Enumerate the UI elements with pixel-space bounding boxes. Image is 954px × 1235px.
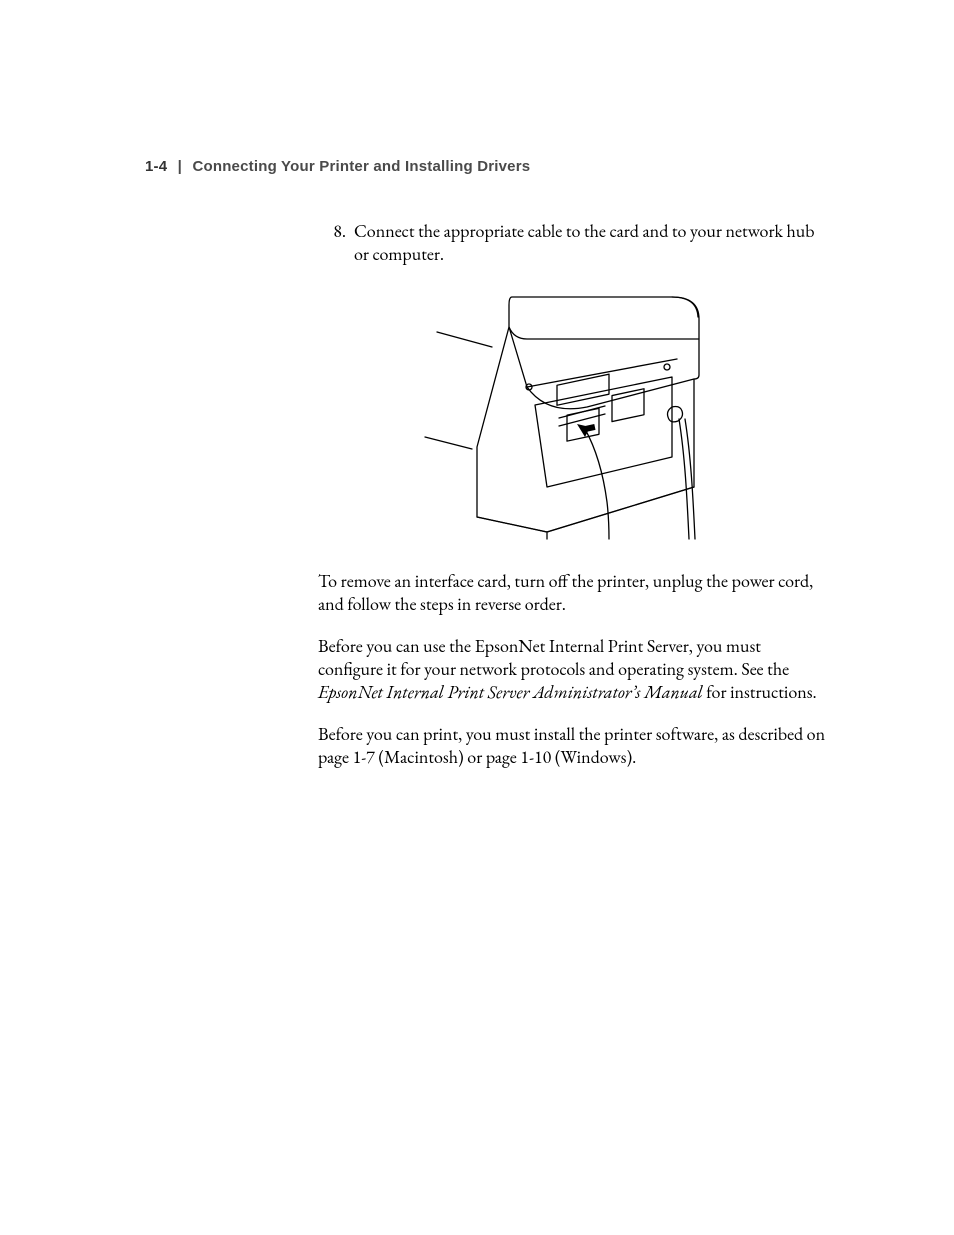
manual-title-italic: EpsonNet Internal Print Server Administr…	[318, 681, 703, 704]
paragraph-configure-a: Before you can use the EpsonNet Internal…	[318, 635, 789, 681]
paragraph-install-software: Before you can print, you must install t…	[318, 723, 826, 770]
step-number: 8.	[318, 220, 354, 243]
paragraph-remove-card: To remove an interface card, turn off th…	[318, 570, 826, 617]
paragraph-configure-b: for instructions.	[703, 681, 817, 704]
step-8: 8. Connect the appropriate cable to the …	[318, 220, 826, 267]
page-number: 1-4	[145, 158, 167, 175]
step-text: Connect the appropriate cable to the car…	[354, 220, 826, 267]
body-column: 8. Connect the appropriate cable to the …	[318, 220, 826, 788]
document-page: 1-4 | Connecting Your Printer and Instal…	[0, 0, 954, 1235]
paragraph-configure: Before you can use the EpsonNet Internal…	[318, 635, 826, 705]
header-separator: |	[178, 158, 182, 175]
running-header: 1-4 | Connecting Your Printer and Instal…	[145, 158, 530, 175]
chapter-title: Connecting Your Printer and Installing D…	[192, 158, 530, 175]
printer-illustration	[417, 287, 727, 542]
